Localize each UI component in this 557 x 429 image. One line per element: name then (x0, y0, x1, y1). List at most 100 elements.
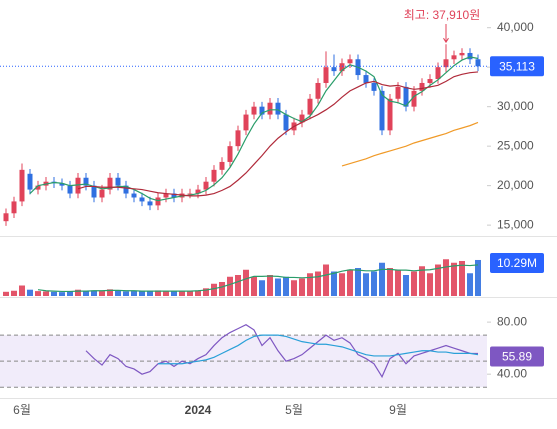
volume-bar (275, 278, 281, 296)
candle-body (299, 114, 305, 123)
volume-bar (147, 290, 153, 296)
y-tick-label: 25,000 (497, 138, 534, 152)
volume-bar (451, 262, 457, 296)
candle-body (67, 185, 73, 194)
candle-body (443, 59, 449, 68)
candle-body (323, 67, 329, 83)
candle-body (411, 90, 417, 107)
y-tick-label: 40.00 (497, 366, 527, 380)
x-tick-label: 5월 (285, 403, 303, 417)
candle-body (139, 197, 145, 202)
candle-body (99, 189, 105, 198)
rsi-line (85, 324, 479, 379)
y-tick-label: 80.00 (497, 314, 527, 328)
candle-body (251, 106, 257, 115)
candle-body (395, 86, 401, 99)
candle-body (19, 169, 25, 202)
x-tick-label: 6월 (13, 403, 31, 417)
candle-body (403, 86, 409, 107)
volume-bar (443, 259, 449, 296)
volume-bar (11, 290, 17, 296)
candle-body (347, 59, 353, 64)
volume-bar (115, 290, 121, 296)
candle-body (171, 193, 177, 198)
volume-bar (403, 275, 409, 296)
volume-bar (235, 275, 241, 296)
candle-body (315, 82, 321, 99)
volume-bar (75, 289, 81, 296)
y-tick-label: 20,000 (497, 178, 534, 192)
candle-body (3, 213, 9, 222)
candle-body (203, 181, 209, 190)
candle-body (331, 67, 337, 72)
candle-body (35, 185, 41, 190)
candle-body (123, 185, 129, 194)
volume-bar (195, 290, 201, 296)
last-price-label-box (490, 56, 544, 77)
volume-bar (395, 269, 401, 296)
candle-body (451, 55, 457, 60)
candle-body (11, 201, 17, 214)
volume-bar (331, 271, 337, 296)
candle-body (267, 102, 273, 115)
x-tick-label: 9월 (389, 403, 407, 417)
candle-body (147, 201, 153, 206)
volume-bar (459, 261, 465, 296)
last-rsi-label: 55.89 (502, 350, 532, 364)
volume-bar (323, 264, 329, 296)
volume-bar (227, 276, 233, 296)
candle-body (75, 177, 81, 194)
candle-body (235, 130, 241, 147)
volume-bar (171, 291, 177, 296)
volume-bar (219, 282, 225, 296)
candle-body (339, 63, 345, 72)
volume-bar (43, 291, 49, 296)
volume-bar (211, 283, 217, 296)
volume-bar (363, 273, 369, 296)
volume-bar (179, 290, 185, 296)
volume-bar (299, 278, 305, 296)
volume-bar (67, 291, 73, 296)
volume-bar (267, 275, 273, 296)
volume-bar (243, 269, 249, 296)
candle-body (155, 197, 161, 206)
volume-bar (35, 291, 41, 296)
volume-bar (283, 276, 289, 296)
volume-average (37, 264, 479, 293)
x-tick-label: 2024 (185, 403, 212, 417)
volume-bar (83, 290, 89, 296)
volume-bar (411, 271, 417, 296)
y-tick-label: 15,000 (497, 217, 534, 231)
volume-bar (251, 276, 257, 296)
candle-body (275, 102, 281, 115)
volume-bar (51, 291, 57, 296)
volume-bar (475, 259, 481, 296)
volume-bar (187, 291, 193, 296)
volume-bar (91, 290, 97, 296)
volume-bar (155, 290, 161, 296)
volume-bar (131, 291, 137, 296)
candle-body (83, 177, 89, 186)
candle-body (475, 59, 481, 67)
volume-bar (19, 285, 25, 296)
volume-bar (107, 289, 113, 296)
volume-bar (347, 269, 353, 296)
candle-body (227, 146, 233, 162)
candle-body (27, 173, 33, 190)
volume-bar (427, 273, 433, 296)
volume-bar (27, 289, 33, 296)
candle-body (363, 75, 369, 83)
rsi-band (0, 335, 487, 388)
volume-bar (435, 264, 441, 296)
candle-body (387, 98, 393, 131)
candle-body (59, 183, 65, 186)
volume-bar (307, 273, 313, 296)
candle-body (163, 193, 169, 198)
y-tick-label: 40,000 (497, 20, 534, 34)
candle-body (243, 114, 249, 131)
last-rsi-label-box (490, 346, 544, 367)
moving-average (77, 71, 479, 197)
candle-body (115, 177, 121, 186)
